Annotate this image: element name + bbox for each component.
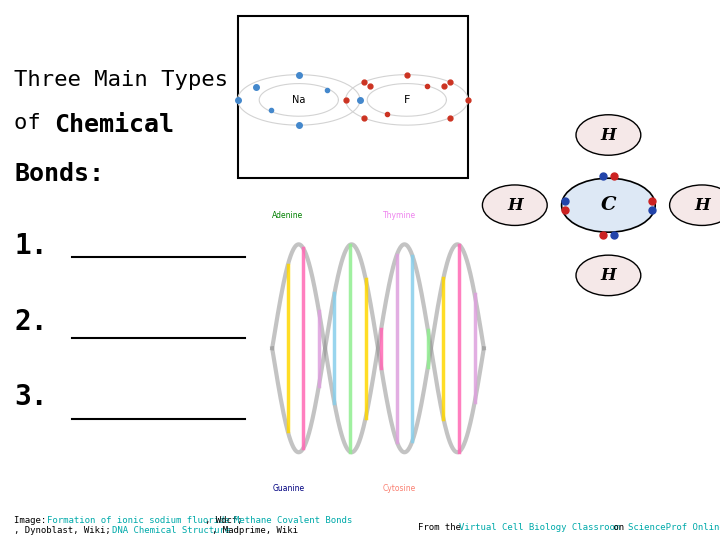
Text: C: C (600, 196, 616, 214)
Text: Image:: Image: (14, 516, 52, 525)
Text: 2.: 2. (14, 308, 48, 336)
Ellipse shape (576, 255, 641, 295)
Text: Methane Covalent Bonds: Methane Covalent Bonds (234, 516, 352, 525)
Text: Bonds:: Bonds: (14, 162, 104, 186)
Text: Na: Na (292, 95, 305, 105)
Ellipse shape (482, 185, 547, 226)
Text: Virtual Cell Biology Classroom: Virtual Cell Biology Classroom (459, 523, 621, 532)
Text: , Dynoblast, Wiki;: , Dynoblast, Wiki; (14, 525, 117, 535)
Text: H: H (600, 267, 616, 284)
Text: on: on (608, 523, 630, 532)
Text: of: of (14, 113, 55, 133)
Text: Formation of ionic sodium fluoride: Formation of ionic sodium fluoride (47, 516, 230, 525)
Text: H: H (507, 197, 523, 214)
Ellipse shape (670, 185, 720, 226)
FancyBboxPatch shape (238, 16, 468, 178)
Text: F: F (404, 95, 410, 105)
Text: H: H (600, 126, 616, 144)
Text: , Madprime, Wiki: , Madprime, Wiki (212, 525, 298, 535)
Ellipse shape (562, 178, 655, 232)
Text: DNA Chemical Structure: DNA Chemical Structure (112, 525, 230, 535)
Text: Three Main Types: Three Main Types (14, 70, 228, 90)
Text: H: H (694, 197, 710, 214)
Text: From the: From the (418, 523, 472, 532)
Text: ScienceProf Online.com: ScienceProf Online.com (628, 523, 720, 532)
Text: 1.: 1. (14, 232, 48, 260)
Text: , Wdcf;: , Wdcf; (205, 516, 248, 525)
Ellipse shape (576, 115, 641, 156)
Text: Chemical: Chemical (54, 113, 174, 137)
Text: 3.: 3. (14, 383, 48, 411)
